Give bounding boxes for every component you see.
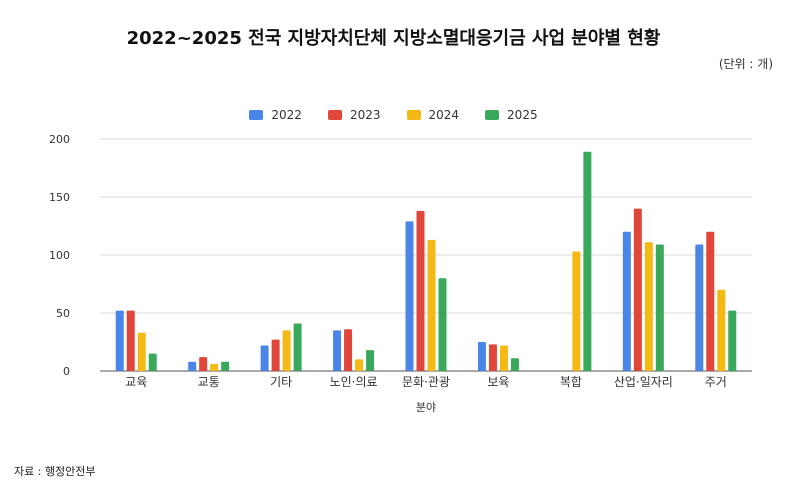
bar-2025-4	[438, 278, 447, 371]
legend-item-2023: 2023	[327, 108, 381, 122]
bar-2025-7	[655, 244, 664, 371]
y-tick-label: 100	[49, 249, 70, 262]
bar-2023-3	[344, 329, 353, 371]
x-tick-label: 교육	[125, 375, 147, 389]
x-axis-label: 분야	[416, 401, 436, 414]
legend-swatch-2022	[249, 110, 264, 120]
bar-2025-3	[366, 350, 375, 371]
x-tick-label: 노인·의료	[330, 375, 378, 389]
x-tick-label: 주거	[705, 375, 727, 389]
x-tick-label: 교통	[198, 375, 220, 389]
bar-2022-5	[477, 342, 486, 371]
chart-title: 2022~2025 전국 지방자치단체 지방소멸대응기금 사업 분야별 현황	[126, 28, 661, 49]
x-tick-label: 산업·일자리	[614, 375, 673, 389]
x-tick-label: 기타	[270, 375, 292, 389]
x-tick-label: 보육	[487, 375, 509, 389]
bar-2023-0	[126, 310, 135, 371]
bar-2022-7	[622, 231, 631, 371]
legend-item-2022: 2022	[249, 108, 302, 122]
source-note: 자료 : 행정안전부	[14, 465, 96, 478]
y-tick-label: 50	[56, 307, 70, 320]
bar-2025-5	[510, 358, 519, 371]
legend-label-2024: 2024	[428, 108, 460, 122]
bar-2024-3	[355, 359, 364, 371]
bar-2023-5	[488, 344, 497, 371]
bar-2024-2	[282, 330, 291, 371]
bar-2022-0	[115, 310, 124, 371]
legend: 2022 2023 2024 2025	[0, 108, 787, 122]
legend-swatch-2023	[327, 110, 342, 120]
bar-2024-1	[210, 364, 219, 371]
legend-item-2024: 2024	[406, 108, 460, 122]
bar-2025-1	[221, 361, 230, 371]
y-tick-label: 150	[49, 191, 70, 204]
y-tick-label: 200	[49, 133, 70, 146]
bar-2023-1	[199, 357, 208, 371]
legend-swatch-2025	[485, 110, 500, 120]
legend-swatch-2024	[406, 110, 421, 120]
legend-label-2022: 2022	[271, 108, 302, 122]
bar-2025-2	[293, 323, 302, 371]
bar-2022-4	[405, 221, 414, 371]
bar-2022-1	[188, 361, 197, 371]
legend-label-2025: 2025	[507, 108, 538, 122]
x-tick-label: 문화·관광	[402, 375, 450, 389]
x-tick-label: 복합	[560, 375, 582, 389]
bar-2024-4	[427, 239, 436, 371]
bar-2025-6	[583, 151, 592, 371]
bar-2023-2	[271, 339, 280, 371]
bar-2022-3	[333, 330, 342, 371]
bar-2023-7	[633, 208, 642, 371]
bar-2024-6	[572, 251, 581, 371]
bar-2024-0	[137, 332, 146, 371]
bar-2023-4	[416, 210, 425, 371]
y-tick-label: 0	[63, 365, 70, 378]
unit-label: (단위 : 개)	[718, 57, 773, 71]
bar-2022-2	[260, 345, 269, 371]
bar-2022-8	[695, 244, 704, 371]
bar-2025-8	[728, 310, 737, 371]
bar-2024-7	[644, 242, 653, 371]
bar-2025-0	[148, 353, 157, 371]
legend-item-2025: 2025	[485, 108, 538, 122]
bar-2024-8	[717, 289, 726, 371]
bar-2023-8	[706, 231, 715, 371]
legend-label-2023: 2023	[349, 108, 381, 122]
bar-2024-5	[499, 345, 508, 371]
